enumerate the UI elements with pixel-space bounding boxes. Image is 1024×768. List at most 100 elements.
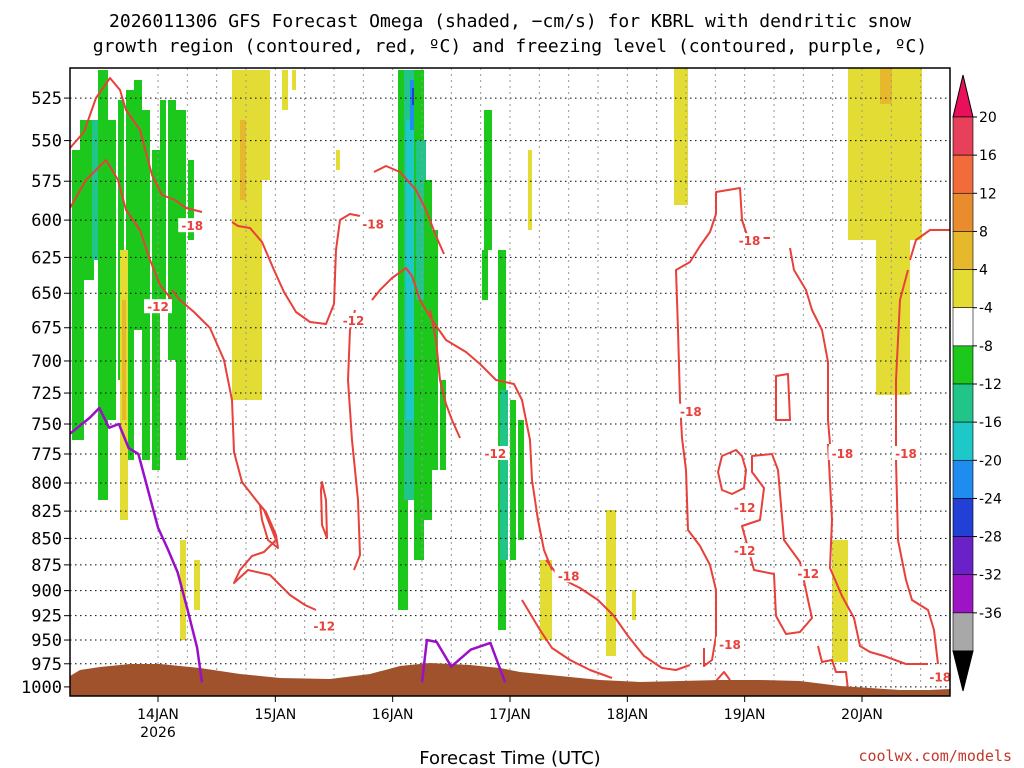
contour-label-11: -12 [730, 543, 759, 558]
omega-shading [72, 68, 922, 662]
xtick-label-4: 18JAN [606, 707, 648, 723]
y-axis-ticks: 525 550 575 600 625 650 675 700 725 750 775 800 825 8… [21, 89, 70, 698]
ytick-label-675: 675 [31, 319, 62, 339]
omega-cell-29 [414, 70, 424, 560]
plot-area: -18 -12 -18 -12 -12 -12 -18 -18 -18 -18 -12 -12 -12 -… [69, 67, 955, 697]
dendritic-contour-18 [827, 443, 928, 665]
dendritic-contour-17 [775, 373, 791, 421]
contour-label-text-10: -12 [734, 501, 756, 515]
colorbar: 20 16 12 8 4 -4 -8 -12 -16 -20 -24 -28 -32 -36 [952, 74, 1002, 692]
colorbar-swatch-1 [952, 154, 974, 194]
dendritic-contour-5 [320, 481, 328, 539]
colorbar-label-11: -28 [979, 530, 1002, 546]
contour-label-bg-8 [735, 233, 764, 248]
contour-label-10: -12 [730, 499, 759, 515]
contour-label-text-13: -18 [719, 638, 741, 652]
contour-labels: -18 -12 -18 -12 -12 -12 -18 -18 -18 -18 -12 -12 -12 -… [144, 216, 955, 685]
omega-cell-4 [106, 120, 116, 420]
ytick-label-825: 825 [31, 502, 62, 522]
omega-cell-39 [518, 420, 524, 540]
x-axis-label: Forecast Time (UTC) [419, 748, 600, 768]
contour-label-bg-4 [310, 618, 339, 633]
omega-cell-9 [134, 80, 142, 330]
contour-label-bg-5 [481, 445, 510, 460]
colorbar-label-1: 16 [979, 148, 997, 164]
colorbar-label-9: -20 [979, 453, 1002, 469]
contour-label-bg-15 [926, 669, 955, 684]
ytick-label-725: 725 [31, 384, 62, 404]
omega-cell-34 [484, 110, 492, 250]
contour-label-bg-0 [178, 218, 207, 233]
dendritic-contour-19 [909, 229, 950, 261]
contour-label-text-7: -18 [680, 405, 702, 419]
colorbar-label-4: 4 [979, 263, 988, 279]
omega-cell-40 [528, 150, 532, 230]
ytick-label-1000: 1000 [21, 678, 62, 698]
contour-label-text-9: -18 [832, 447, 854, 461]
colorbar-swatch-9 [952, 459, 974, 499]
freezing-level-line-0 [70, 406, 204, 683]
dendritic-contour-1 [70, 159, 173, 301]
contour-label-1: -12 [144, 299, 172, 314]
contour-label-bg-6 [554, 568, 583, 583]
freezing-level-contours [70, 406, 507, 683]
colorbar-swatch-4 [952, 269, 974, 309]
omega-cell-32 [432, 230, 438, 470]
contour-label-text-0: -18 [181, 219, 203, 233]
dendritic-contour-11 [521, 599, 613, 679]
contour-label-text-15: -18 [929, 671, 951, 685]
credit-text: coolwx.com/models [858, 747, 1012, 765]
omega-cell-28 [412, 88, 415, 105]
contour-label-bg-14 [892, 445, 920, 460]
contour-label-4: -12 [310, 618, 339, 633]
contour-label-7: -18 [676, 403, 705, 419]
contour-label-text-6: -18 [558, 569, 580, 583]
omega-cell-48 [880, 68, 892, 104]
colorbar-swatch-3 [952, 231, 974, 270]
contour-label-3: -12 [339, 312, 368, 328]
contour-label-8: -18 [735, 233, 764, 248]
contour-label-bg-2 [359, 216, 388, 231]
contour-label-bg-1 [144, 299, 172, 314]
terrain-fill [70, 663, 950, 696]
ytick-label-700: 700 [31, 352, 62, 372]
chart-title-line2: growth region (contoured, red, ºC) and f… [93, 36, 927, 57]
ytick-label-625: 625 [31, 248, 62, 268]
contour-label-bg-13 [716, 636, 744, 651]
dendritic-contour-13 [789, 247, 831, 445]
omega-cell-17 [194, 560, 200, 610]
omega-cell-37 [500, 390, 508, 560]
contour-label-0: -18 [178, 218, 207, 233]
contour-label-text-8: -18 [739, 234, 761, 248]
colorbar-swatch-10 [952, 498, 974, 537]
colorbar-top-arrow [952, 74, 974, 118]
dendritic-contour-9 [429, 309, 461, 439]
omega-cell-13 [168, 100, 176, 360]
contour-label-text-3: -12 [343, 314, 365, 328]
chart-title-line1: 2026011306 GFS Forecast Omega (shaded, −… [109, 11, 911, 32]
ytick-label-600: 600 [31, 211, 62, 231]
colorbar-label-5: -4 [979, 301, 993, 317]
ytick-label-975: 975 [31, 655, 62, 675]
contour-label-15: -18 [926, 669, 955, 685]
colorbar-label-12: -32 [979, 568, 1002, 584]
omega-cell-19 [240, 120, 246, 200]
contour-label-text-11: -12 [734, 544, 756, 558]
colorbar-label-2: 12 [979, 186, 997, 202]
xtick-label-1: 15JAN [254, 707, 296, 723]
dendritic-contour-7 [373, 165, 445, 255]
omega-cell-26 [406, 120, 416, 420]
omega-cell-14 [176, 110, 186, 460]
colorbar-swatch-7 [952, 383, 974, 423]
xtick-label-6: 20JAN [841, 707, 883, 723]
omega-cell-23 [336, 150, 340, 170]
freezing-level-line-1 [420, 638, 507, 683]
ytick-label-550: 550 [31, 132, 62, 152]
ytick-label-575: 575 [31, 172, 62, 192]
dendritic-contour-8 [371, 267, 553, 571]
colorbar-swatch-11 [952, 536, 974, 576]
contour-label-text-5: -12 [484, 447, 506, 461]
dendritic-contour-3 [171, 289, 317, 611]
contour-label-12: -12 [794, 566, 823, 581]
colorbar-label-3: 8 [979, 224, 988, 240]
